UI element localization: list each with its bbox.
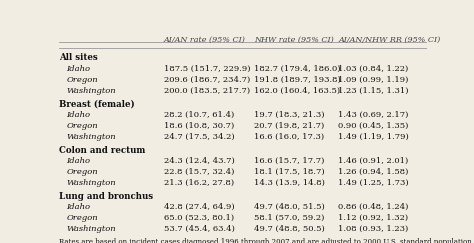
- Text: 53.7 (45.4, 63.4): 53.7 (45.4, 63.4): [164, 225, 235, 233]
- Text: 42.8 (27.4, 64.9): 42.8 (27.4, 64.9): [164, 203, 235, 211]
- Text: AI/AN rate (95% CI): AI/AN rate (95% CI): [164, 36, 246, 44]
- Text: 14.3 (13.9, 14.8): 14.3 (13.9, 14.8): [254, 179, 325, 187]
- Text: 1.46 (0.91, 2.01): 1.46 (0.91, 2.01): [338, 156, 409, 165]
- Text: 0.90 (0.45, 1.35): 0.90 (0.45, 1.35): [338, 122, 409, 130]
- Text: 49.7 (48.0, 51.5): 49.7 (48.0, 51.5): [254, 203, 325, 211]
- Text: 187.5 (151.7, 229.9): 187.5 (151.7, 229.9): [164, 65, 250, 72]
- Text: 28.2 (10.7, 61.4): 28.2 (10.7, 61.4): [164, 111, 234, 119]
- Text: 0.86 (0.48, 1.24): 0.86 (0.48, 1.24): [338, 203, 409, 211]
- Text: 24.3 (12.4, 43.7): 24.3 (12.4, 43.7): [164, 156, 235, 165]
- Text: 162.0 (160.4, 163.5): 162.0 (160.4, 163.5): [254, 87, 340, 95]
- Text: 1.43 (0.69, 2.17): 1.43 (0.69, 2.17): [338, 111, 409, 119]
- Text: 1.23 (1.15, 1.31): 1.23 (1.15, 1.31): [338, 87, 409, 95]
- Text: 49.7 (48.8, 50.5): 49.7 (48.8, 50.5): [254, 225, 325, 233]
- Text: Washington: Washington: [66, 87, 116, 95]
- Text: All sites: All sites: [59, 53, 98, 62]
- Text: 22.8 (15.7, 32.4): 22.8 (15.7, 32.4): [164, 168, 234, 176]
- Text: Oregon: Oregon: [66, 214, 98, 222]
- Text: Breast (female): Breast (female): [59, 100, 135, 109]
- Text: 21.3 (16.2, 27.8): 21.3 (16.2, 27.8): [164, 179, 234, 187]
- Text: Washington: Washington: [66, 225, 116, 233]
- Text: 18.6 (10.8, 30.7): 18.6 (10.8, 30.7): [164, 122, 234, 130]
- Text: Lung and bronchus: Lung and bronchus: [59, 191, 154, 200]
- Text: 18.1 (17.5, 18.7): 18.1 (17.5, 18.7): [254, 168, 325, 176]
- Text: 1.26 (0.94, 1.58): 1.26 (0.94, 1.58): [338, 168, 409, 176]
- Text: 19.7 (18.3, 21.3): 19.7 (18.3, 21.3): [254, 111, 324, 119]
- Text: 1.03 (0.84, 1.22): 1.03 (0.84, 1.22): [338, 65, 409, 72]
- Text: Idaho: Idaho: [66, 156, 91, 165]
- Text: 58.1 (57.0, 59.2): 58.1 (57.0, 59.2): [254, 214, 324, 222]
- Text: Rates are based on incident cases diagnosed 1996 through 2007 and are adjusted t: Rates are based on incident cases diagno…: [59, 238, 472, 243]
- Text: 1.09 (0.99, 1.19): 1.09 (0.99, 1.19): [338, 76, 409, 84]
- Text: 200.0 (183.5, 217.7): 200.0 (183.5, 217.7): [164, 87, 250, 95]
- Text: Idaho: Idaho: [66, 203, 91, 211]
- Text: 1.49 (1.19, 1.79): 1.49 (1.19, 1.79): [338, 133, 409, 141]
- Text: 182.7 (179.4, 186.0): 182.7 (179.4, 186.0): [254, 65, 340, 72]
- Text: Idaho: Idaho: [66, 65, 91, 72]
- Text: AI/AN/NHW RR (95% CI): AI/AN/NHW RR (95% CI): [338, 36, 441, 44]
- Text: Oregon: Oregon: [66, 122, 98, 130]
- Text: 24.7 (17.5, 34.2): 24.7 (17.5, 34.2): [164, 133, 235, 141]
- Text: Oregon: Oregon: [66, 76, 98, 84]
- Text: 16.6 (15.7, 17.7): 16.6 (15.7, 17.7): [254, 156, 324, 165]
- Text: Washington: Washington: [66, 179, 116, 187]
- Text: 209.6 (186.7, 234.7): 209.6 (186.7, 234.7): [164, 76, 250, 84]
- Text: Colon and rectum: Colon and rectum: [59, 146, 146, 155]
- Text: 1.12 (0.92, 1.32): 1.12 (0.92, 1.32): [338, 214, 409, 222]
- Text: 1.49 (1.25, 1.73): 1.49 (1.25, 1.73): [338, 179, 409, 187]
- Text: Oregon: Oregon: [66, 168, 98, 176]
- Text: Washington: Washington: [66, 133, 116, 141]
- Text: 16.6 (16.0, 17.3): 16.6 (16.0, 17.3): [254, 133, 324, 141]
- Text: 65.0 (52.3, 80.1): 65.0 (52.3, 80.1): [164, 214, 234, 222]
- Text: Idaho: Idaho: [66, 111, 91, 119]
- Text: 1.08 (0.93, 1.23): 1.08 (0.93, 1.23): [338, 225, 409, 233]
- Text: 20.7 (19.8, 21.7): 20.7 (19.8, 21.7): [254, 122, 324, 130]
- Text: 191.8 (189.7, 193.8): 191.8 (189.7, 193.8): [254, 76, 341, 84]
- Text: NHW rate (95% CI): NHW rate (95% CI): [254, 36, 334, 44]
